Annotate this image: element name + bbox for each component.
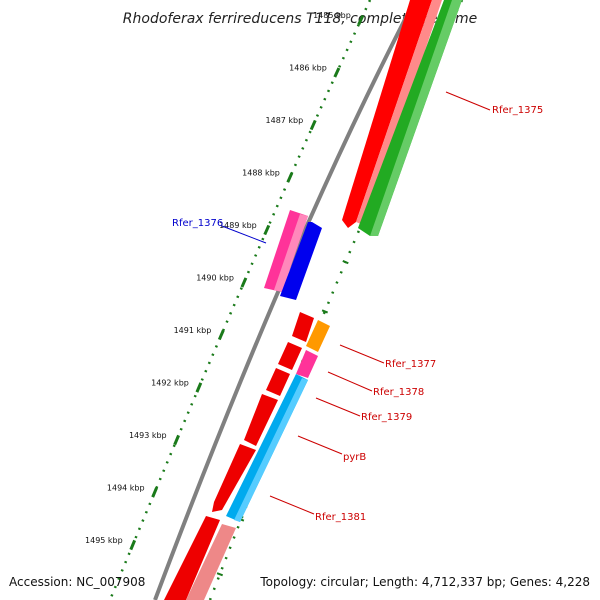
gene-cyan-shade: [234, 378, 308, 522]
ruler-tick-label: 1485 kbp: [313, 11, 351, 20]
ruler-major-tick: [309, 119, 317, 131]
gene-rfer-1377-orange[interactable]: [306, 320, 330, 352]
gene-rfer-1379[interactable]: [266, 368, 290, 396]
ruler-tick-label: 1491 kbp: [174, 326, 212, 335]
ruler-major-tick: [357, 14, 365, 26]
gene-rfer-1376-a-shade: [274, 214, 308, 292]
gene-rfer-1381[interactable]: [212, 444, 256, 512]
ruler-tick-label: 1494 kbp: [107, 484, 145, 493]
gene-rfer-1375-shade: [370, 0, 462, 236]
ruler-tick-label: 1495 kbp: [85, 536, 123, 545]
gene-rfer-1378[interactable]: [278, 342, 302, 370]
gene-rfer-1382-pink[interactable]: [186, 524, 236, 600]
ruler-major-tick: [173, 434, 180, 446]
ruler-major-tick: [217, 329, 225, 341]
topology-text: Topology: circular; Length: 4,712,337 bp…: [259, 575, 590, 589]
ruler-tick-label: 1489 kbp: [219, 221, 257, 230]
gene-rfer-1376-b[interactable]: [280, 222, 322, 300]
accession-text: Accession: NC_007908: [9, 575, 145, 589]
label-rfer-1379[interactable]: Rfer_1379: [361, 412, 412, 423]
ruler-major-tick: [286, 172, 294, 183]
gene-rfer-1382[interactable]: [164, 516, 220, 600]
ruler-tick-label: 1490 kbp: [196, 274, 234, 283]
map-title: Rhodoferax ferrireducens T118, complete …: [123, 11, 477, 27]
label-rfer-1375[interactable]: Rfer_1375: [492, 105, 543, 116]
ruler-major-tick: [263, 224, 271, 236]
label-rfer-1381[interactable]: Rfer_1381: [315, 512, 366, 523]
gene-rfer-1378-pink[interactable]: [296, 350, 318, 378]
ruler-major-tick: [240, 277, 248, 288]
label-pyrB[interactable]: pyrB: [343, 452, 366, 463]
inner-track-tick: [216, 572, 224, 577]
ruler-tick-label: 1487 kbp: [266, 116, 304, 125]
gene-rfer-1377[interactable]: [292, 312, 314, 342]
genome-backbone: [153, 0, 417, 600]
ruler-tick-label: 1486 kbp: [289, 64, 327, 73]
gene-pyrB[interactable]: [244, 394, 278, 446]
ruler-tick-label: 1492 kbp: [151, 379, 189, 388]
gene-rfer-1374-shade: [356, 0, 442, 226]
ruler-major-tick: [333, 67, 341, 78]
label-rfer-1378[interactable]: Rfer_1378: [373, 387, 424, 398]
forward-genes: [164, 0, 462, 600]
label-rfer-1376[interactable]: Rfer_1376: [172, 218, 223, 229]
ruler-major-tick: [195, 382, 203, 393]
ruler-tick-label: 1493 kbp: [129, 431, 167, 440]
ruler-tick-label: 1488 kbp: [242, 169, 280, 178]
gene-labels: Rfer_1375 Rfer_1376 Rfer_1377 Rfer_1378 …: [172, 91, 543, 523]
ruler-ticks: 1485 kbp 1486 kbp 1487 kbp 1488 kbp 1489 kbp…: [85, 11, 451, 577]
label-rfer-1377[interactable]: Rfer_1377: [385, 359, 436, 370]
ruler-major-tick: [129, 539, 137, 551]
gene-rfer-1374[interactable]: [342, 0, 432, 228]
inner-track-tick: [342, 259, 349, 265]
inner-track-tick: [321, 309, 329, 314]
ruler-major-tick: [151, 487, 158, 498]
